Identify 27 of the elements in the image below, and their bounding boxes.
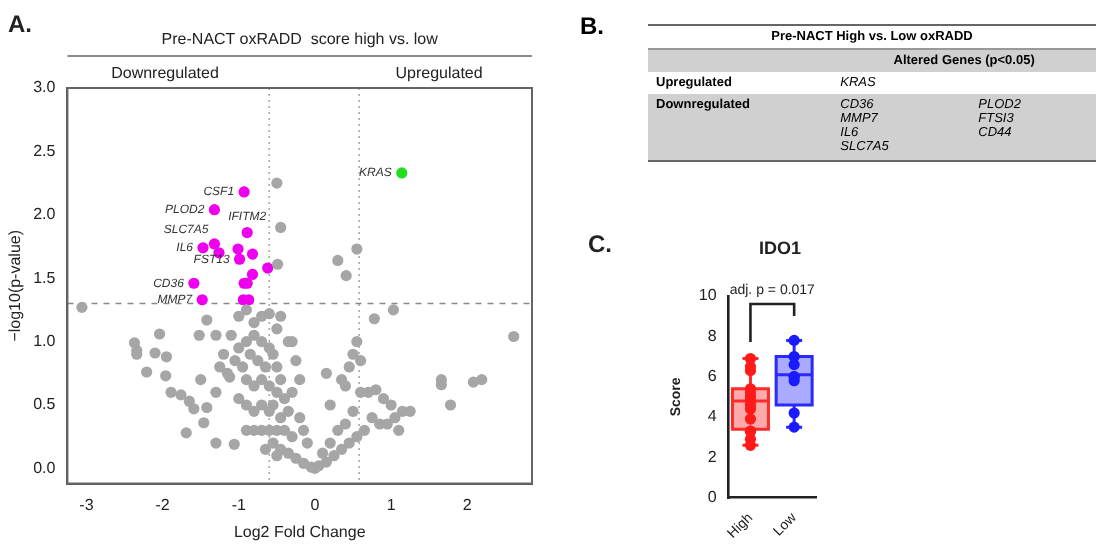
text: A.: [8, 10, 32, 38]
x-tick-label: -1: [231, 495, 247, 514]
chart-title: IDO1: [758, 238, 802, 258]
y-tick-label: 4: [707, 407, 718, 426]
x-tick-label: -2: [155, 495, 171, 514]
y-tick-label: 2: [707, 447, 718, 466]
chart-title: Pre-NACT oxRADD score high vs. low: [161, 30, 439, 48]
y-tick-label: 2.0: [33, 205, 57, 224]
y-tick-label: 6: [707, 367, 718, 386]
y-tick-label: 2.5: [33, 141, 57, 160]
y-tick-label: 1.0: [33, 332, 57, 350]
text: Upregulated: [395, 64, 483, 82]
text: B.: [580, 12, 604, 40]
y-tick-label: 8: [707, 326, 718, 345]
y-axis-title: −log10(p-value): [6, 229, 25, 342]
x-tick-label: 1: [386, 495, 397, 514]
x-tick-label: -3: [79, 495, 95, 514]
y-tick-label: 1.5: [33, 268, 57, 287]
x-tick-label: 2: [462, 495, 473, 514]
y-tick-label: 0.5: [33, 395, 57, 414]
text: Downregulated: [111, 64, 219, 82]
y-tick-label: 10: [698, 286, 718, 305]
text: C.: [588, 230, 612, 258]
y-tick-label: 3.0: [33, 78, 57, 97]
x-axis-title: Log2 Fold Change: [233, 522, 367, 541]
x-tick-label: 0: [310, 495, 321, 514]
y-tick-label: 0.0: [33, 458, 57, 477]
